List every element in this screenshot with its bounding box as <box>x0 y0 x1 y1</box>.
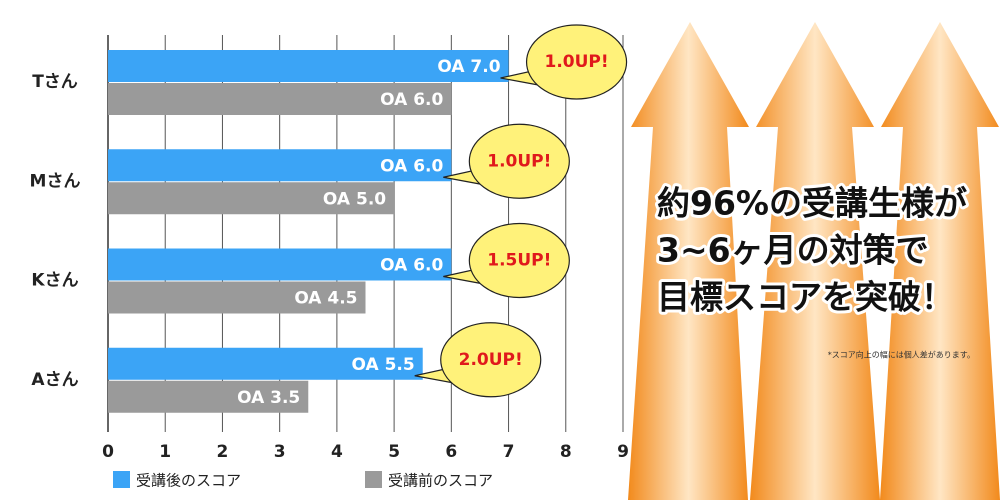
value-label: OA 5.0 <box>323 189 386 209</box>
callout-label: 1.0UP! <box>544 52 608 72</box>
chart: 0 1 2 3 4 5 6 7 8 9 Tさん OA 7.0 OA 6.0 1.0UP! Mさん OA 6.0… <box>30 24 629 490</box>
category-label: Mさん <box>30 171 81 191</box>
value-label: OA 5.5 <box>352 355 415 375</box>
value-label: OA 6.0 <box>380 256 443 276</box>
bar <box>108 281 366 314</box>
callout <box>468 222 570 299</box>
callout-tail-cover <box>452 367 467 384</box>
x-tick-label: 1 <box>159 442 171 462</box>
callout-tail-cover <box>481 169 496 186</box>
value-label: OA 4.5 <box>294 289 357 309</box>
bar <box>108 83 452 115</box>
value-label: OA 6.0 <box>380 90 443 110</box>
callout-label: 1.0UP! <box>487 151 551 171</box>
legend-label: 受講後のスコア <box>136 472 241 490</box>
legend-swatch <box>365 471 382 488</box>
headline-line: 約96%の受講生様が <box>657 184 967 223</box>
arrow <box>880 22 1000 500</box>
callout-tail-cover <box>481 268 496 285</box>
x-tick-label: 7 <box>503 442 515 462</box>
bar <box>108 380 309 413</box>
x-tick-label: 0 <box>102 442 114 462</box>
headline-line: 目標スコアを突破！ <box>657 278 954 317</box>
arrow <box>750 22 880 500</box>
category-label: Kさん <box>31 271 78 291</box>
x-tick-label: 5 <box>388 442 400 462</box>
x-tick-label: 4 <box>331 442 343 462</box>
callout-label: 2.0UP! <box>459 350 523 370</box>
x-tick-label: 2 <box>217 442 229 462</box>
headline-line: 3~6ヶ月の対策で <box>657 231 929 270</box>
category-label: Tさん <box>32 72 78 92</box>
arrow <box>628 22 749 500</box>
bar <box>108 149 452 182</box>
callout <box>440 322 542 398</box>
value-label: OA 3.5 <box>237 388 300 408</box>
legend-label: 受講前のスコア <box>388 472 493 490</box>
bar <box>108 347 423 380</box>
category-label: Aさん <box>31 370 78 390</box>
callout-tail-cover <box>538 70 553 86</box>
bar <box>108 248 452 281</box>
callout <box>468 123 570 199</box>
bar <box>108 182 395 215</box>
x-tick-label: 3 <box>274 442 286 462</box>
legend-swatch <box>113 471 130 488</box>
value-label: OA 7.0 <box>437 57 500 77</box>
note: *スコア向上の幅には個人差があります。 <box>828 350 975 360</box>
callout-label: 1.5UP! <box>487 251 551 271</box>
x-tick-label: 9 <box>617 442 629 462</box>
arrows <box>628 22 1000 500</box>
x-tick-label: 8 <box>560 442 572 462</box>
value-label: OA 6.0 <box>380 156 443 176</box>
callout <box>525 24 628 100</box>
x-tick-label: 6 <box>445 442 457 462</box>
bar <box>108 50 509 82</box>
